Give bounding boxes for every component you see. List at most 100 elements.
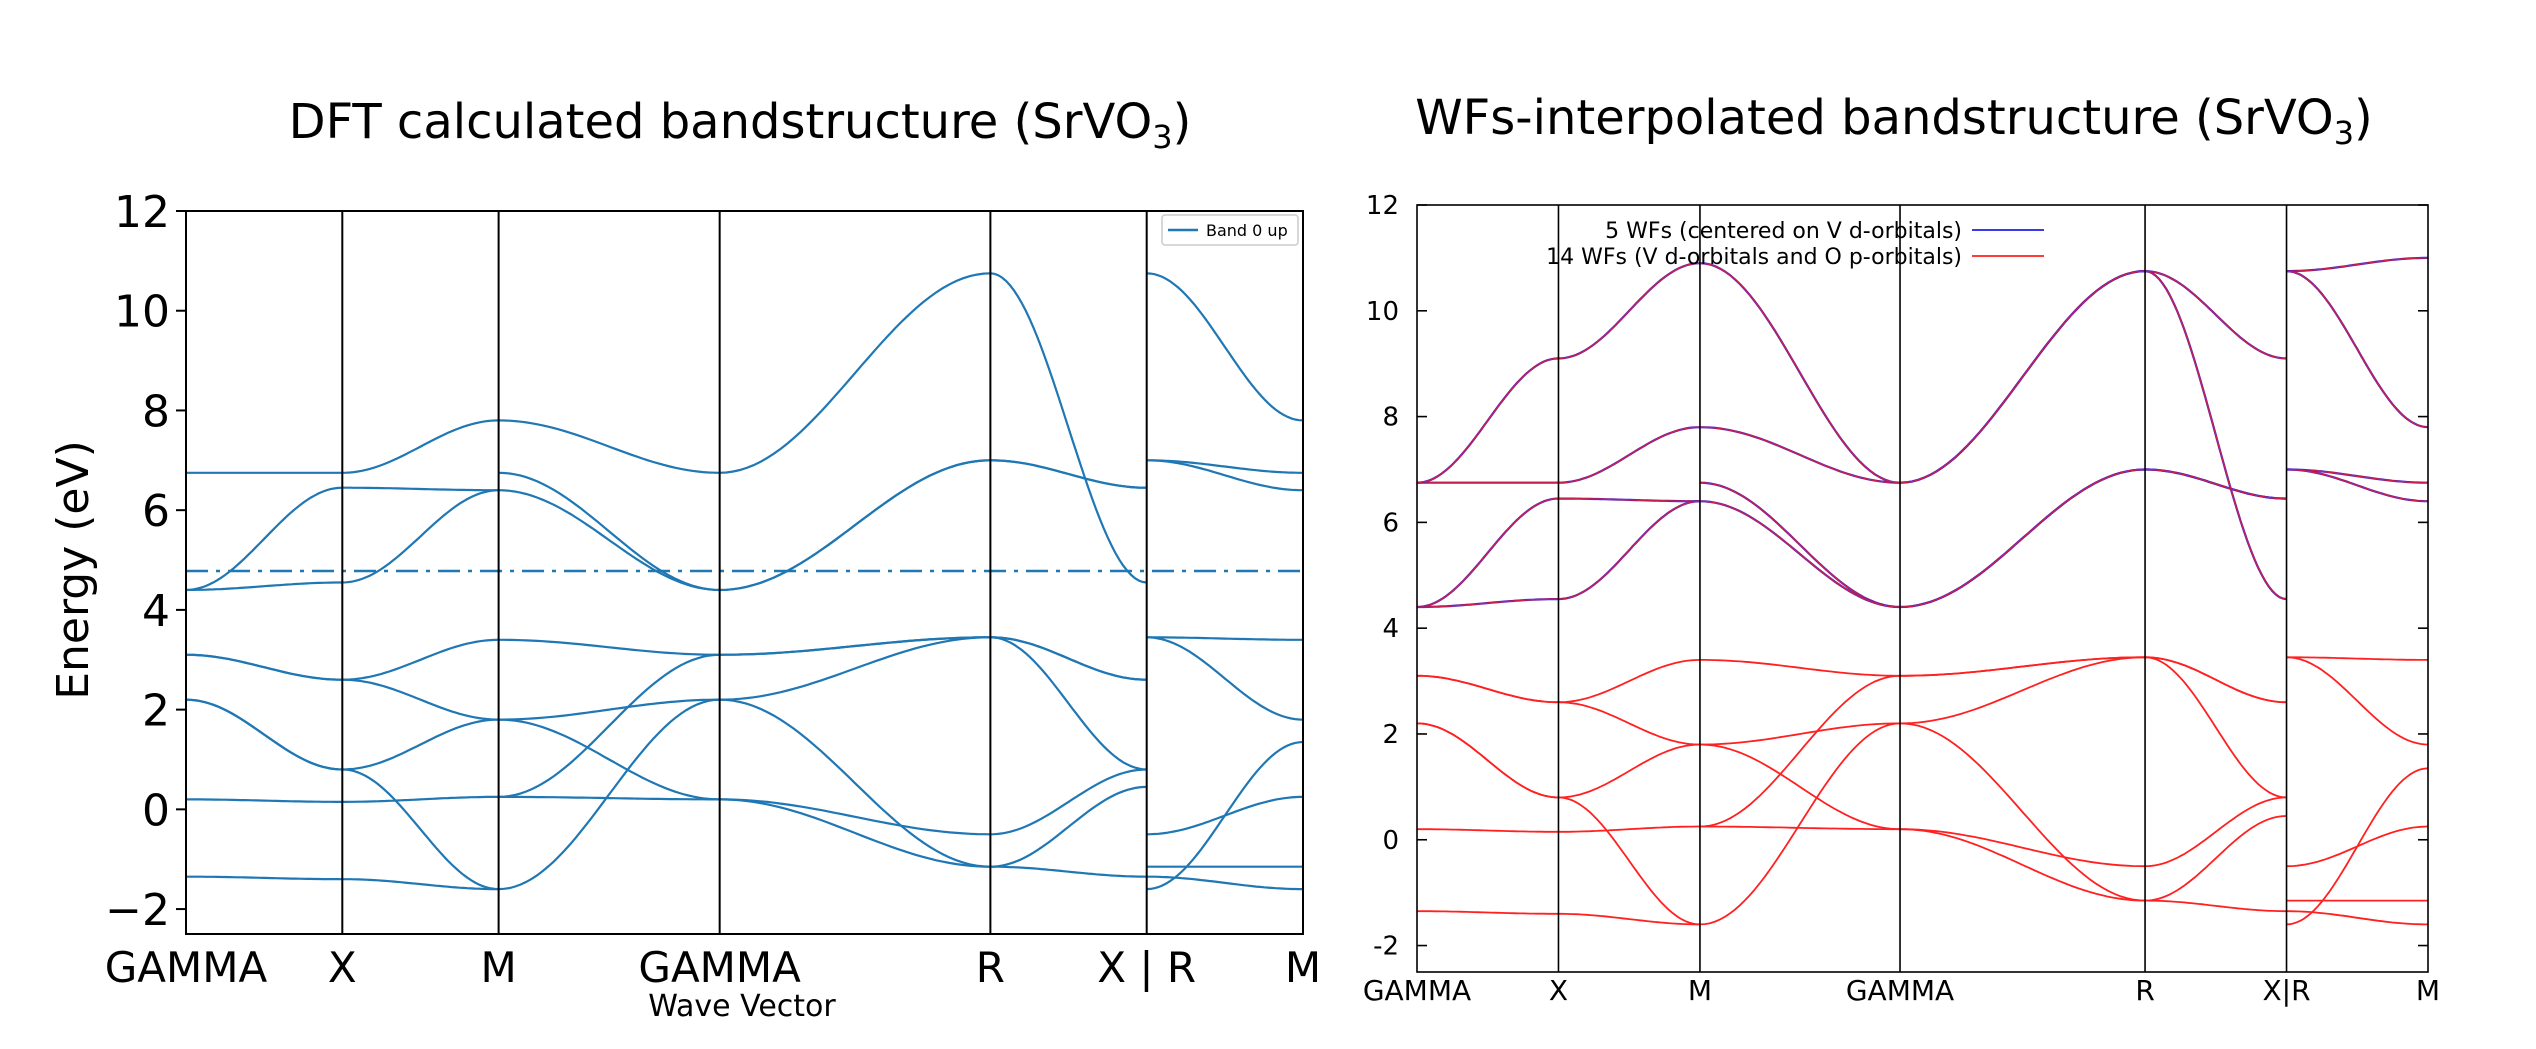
wf14-band-line bbox=[1699, 500, 1901, 608]
dft-band-line bbox=[990, 768, 1147, 836]
wf-kpoint-label: GAMMA bbox=[1363, 974, 1471, 1007]
wf14-band-line bbox=[1417, 828, 1559, 833]
dft-kpoint-label: X | R bbox=[1097, 943, 1196, 992]
wf14-band-line bbox=[1899, 270, 2146, 484]
dft-band-line bbox=[719, 272, 991, 474]
wf14-band-line bbox=[1558, 912, 1700, 926]
dft-y-tick-label: 0 bbox=[142, 785, 170, 836]
dft-legend: Band 0 up bbox=[1161, 214, 1299, 246]
dft-band-line bbox=[498, 698, 720, 891]
wf-kpoint-label: GAMMA bbox=[1846, 974, 1954, 1007]
dft-band-line bbox=[342, 419, 499, 474]
wf14-band-line bbox=[2145, 270, 2287, 360]
dft-y-tick-label: −2 bbox=[105, 885, 170, 936]
dft-band-line bbox=[1146, 272, 1304, 422]
wf14-band-line bbox=[1899, 828, 2146, 902]
dft-band-line bbox=[185, 581, 343, 592]
wf14-band-line bbox=[1699, 659, 1900, 677]
wf14-band-line bbox=[1558, 426, 1700, 484]
wf14-band-line bbox=[1699, 481, 1901, 608]
wf14-band-line bbox=[2145, 796, 2287, 868]
dft-kpoint-label: M bbox=[1285, 943, 1321, 992]
dft-band-line bbox=[498, 471, 720, 592]
dft-kpoint-label: M bbox=[480, 943, 516, 992]
wf-legend-label: 14 WFs (V d-orbitals and O p-orbitals) bbox=[1546, 245, 1962, 270]
wf-y-tick-label: -2 bbox=[1373, 932, 1399, 962]
dft-band-line bbox=[186, 875, 343, 881]
wf14-band-line bbox=[2286, 656, 2428, 661]
wf-y-tick-label: 0 bbox=[1382, 826, 1399, 856]
dft-band-line bbox=[1146, 636, 1304, 721]
dft-band-line bbox=[342, 718, 499, 771]
wf14-band-line bbox=[1417, 674, 1559, 704]
dft-band-line bbox=[498, 718, 720, 801]
dft-band-line bbox=[1146, 459, 1303, 474]
dft-band-line bbox=[498, 638, 720, 656]
dft-band-line bbox=[719, 636, 991, 701]
wf14-band-line bbox=[1900, 656, 2146, 677]
wf14-band-line bbox=[1558, 497, 1700, 502]
wf-y-tick-label: 12 bbox=[1366, 191, 1399, 221]
wf14-band-line bbox=[2286, 257, 2428, 272]
dft-y-tick-label: 8 bbox=[142, 386, 170, 437]
dft-y-tick-label: 2 bbox=[142, 686, 170, 737]
wf14-band-line bbox=[2145, 656, 2287, 704]
dft-band-line bbox=[186, 798, 343, 803]
dft-band-line bbox=[342, 678, 499, 721]
wf14-band-line bbox=[1699, 426, 1901, 484]
wf14-band-line bbox=[1416, 497, 1559, 608]
dft-band-line bbox=[1146, 636, 1303, 641]
dft-band-line bbox=[498, 698, 720, 721]
dft-band-line bbox=[990, 636, 1147, 681]
wf14-band-line bbox=[1699, 743, 1901, 831]
wf14-band-line bbox=[1416, 722, 1559, 799]
wf14-band-line bbox=[1558, 825, 1700, 833]
dft-band-line bbox=[990, 272, 1147, 584]
wf14-band-line bbox=[2286, 910, 2428, 926]
dft-band-line bbox=[342, 489, 499, 584]
wf14-band-line bbox=[1899, 656, 2146, 725]
dft-y-tick-label: 10 bbox=[114, 287, 170, 338]
wf14-band-line bbox=[1417, 910, 1559, 915]
wf14-band-line bbox=[1699, 825, 1900, 831]
wf14-band-line bbox=[2286, 468, 2428, 484]
dft-legend-box bbox=[1161, 214, 1299, 246]
dft-panel: DFT calculated bandstructure (SrVO3) Ene… bbox=[48, 94, 1321, 1024]
dft-band-line bbox=[990, 785, 1147, 868]
dft-band-line bbox=[719, 636, 991, 656]
dft-kpoint-label: R bbox=[976, 943, 1005, 992]
wf-kpoint-label: R bbox=[2135, 974, 2154, 1007]
dft-x-axis-label: Wave Vector bbox=[648, 989, 836, 1024]
dft-band-line bbox=[498, 489, 720, 592]
wf-legend: 5 WFs (centered on V d-orbitals)14 WFs (… bbox=[1546, 219, 2044, 270]
dft-y-tick-label: 12 bbox=[114, 187, 170, 238]
wf14-band-line bbox=[1417, 598, 1559, 608]
wf-chart-title: WFs-interpolated bandstructure (SrVO3) bbox=[1415, 90, 2373, 152]
dft-kpoint-label: X bbox=[328, 943, 357, 992]
dft-band-line bbox=[185, 698, 343, 771]
wf-legend-label: 5 WFs (centered on V d-orbitals) bbox=[1605, 219, 1962, 244]
dft-band-line bbox=[990, 636, 1147, 771]
dft-band-line bbox=[719, 459, 991, 592]
dft-plot-area: 12 10 8 6 4 2 0 −2 GAMMA X M GAMMA R X | R M bbox=[105, 187, 1321, 992]
dft-band-line bbox=[498, 795, 720, 801]
wf14-band-line bbox=[2145, 656, 2287, 799]
dft-band-line bbox=[1146, 459, 1303, 492]
dft-band-line bbox=[1146, 740, 1304, 891]
wf14-band-line bbox=[1558, 743, 1700, 799]
dft-band-line bbox=[719, 798, 991, 868]
wf14-band-line bbox=[2145, 815, 2287, 902]
dft-band-line bbox=[719, 698, 991, 868]
wf14-band-line bbox=[2144, 270, 2287, 600]
dft-band-line bbox=[990, 865, 1147, 878]
wf14-band-line bbox=[1899, 722, 2146, 902]
dft-band-line bbox=[342, 795, 499, 803]
wf14-band-line bbox=[1900, 828, 2146, 868]
dft-band-line bbox=[185, 486, 343, 592]
wf14-band-line bbox=[1558, 500, 1700, 600]
dft-band-line bbox=[342, 878, 499, 891]
wf14-band-line bbox=[1416, 357, 1559, 484]
wf14-band-line bbox=[2286, 767, 2429, 926]
wf-y-tick-label: 6 bbox=[1382, 508, 1399, 538]
wf14-band-line bbox=[2286, 656, 2429, 746]
